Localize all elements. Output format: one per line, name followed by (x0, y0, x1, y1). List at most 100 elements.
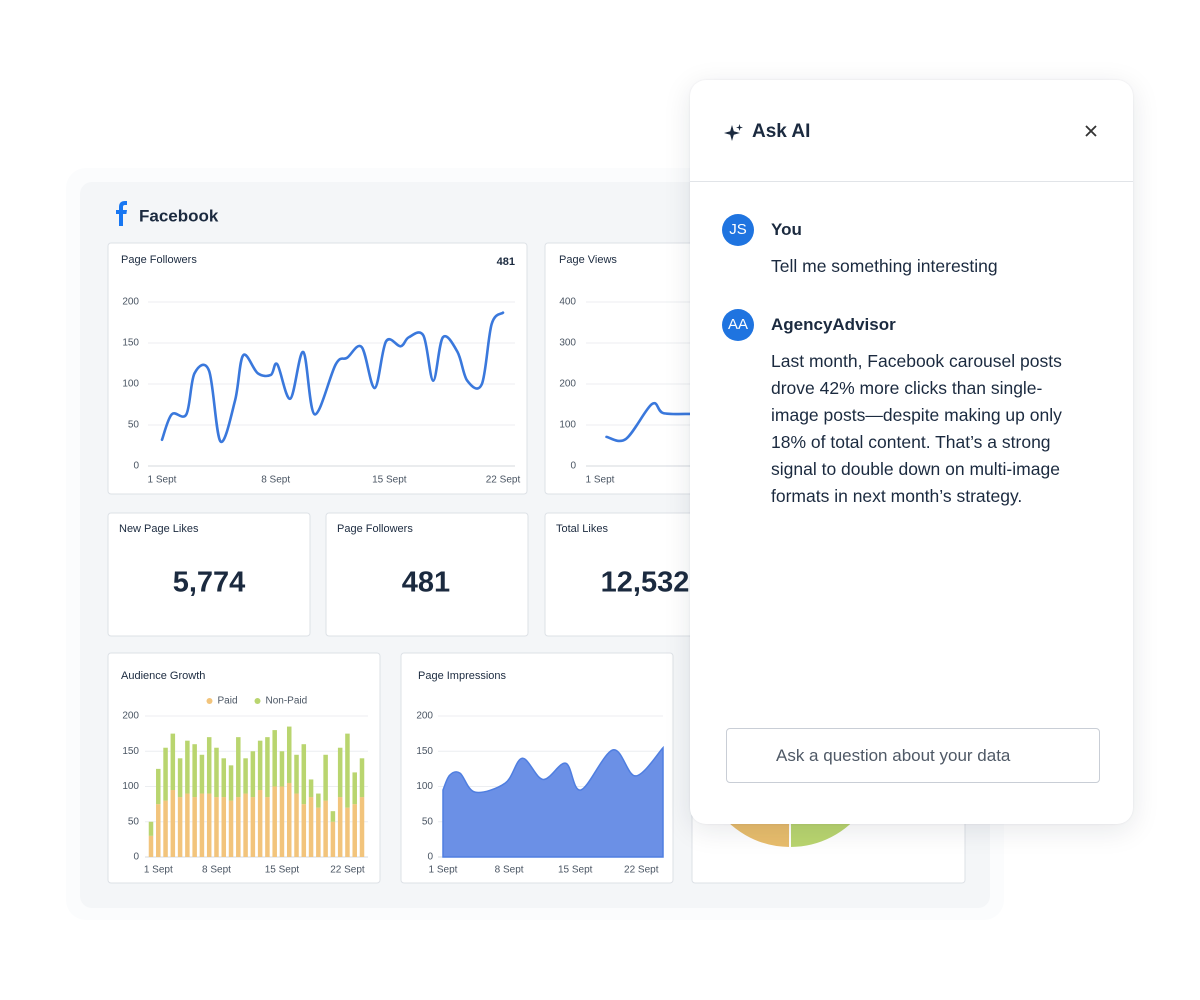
bar-segment (301, 804, 307, 857)
x-tick-label: 8 Sept (495, 865, 524, 876)
y-tick-label: 300 (559, 338, 576, 349)
y-tick-label: 0 (570, 461, 576, 472)
bar-segment (221, 797, 227, 857)
input-placeholder: Ask a question about your data (776, 746, 1011, 765)
bar-segment (170, 790, 176, 857)
y-tick-label: 150 (122, 338, 139, 349)
y-tick-label: 200 (122, 297, 139, 308)
bar-segment (250, 797, 256, 857)
x-tick-label: 15 Sept (558, 865, 593, 876)
bar-segment (185, 793, 190, 857)
bar-segment (214, 797, 219, 857)
bar-segment (337, 797, 343, 857)
chart-title: Audience Growth (121, 670, 205, 682)
bar-segment (265, 797, 270, 857)
x-tick-label: 1 Sept (148, 475, 177, 486)
bar-segment (337, 747, 343, 798)
bar-segment (214, 747, 219, 798)
bar-segment (199, 793, 205, 857)
y-tick-label: 200 (416, 711, 433, 722)
x-tick-label: 1 Sept (429, 865, 458, 876)
bar-segment (148, 821, 154, 836)
bar-segment (301, 744, 307, 805)
bar-segment (265, 737, 270, 798)
bar-segment (243, 793, 248, 857)
x-tick-label: 15 Sept (265, 865, 300, 876)
bar-segment (308, 797, 314, 857)
kpi-label: Page Followers (337, 523, 413, 535)
y-tick-label: 0 (133, 852, 139, 863)
chart-title: Page Followers (121, 254, 197, 266)
bar-segment (330, 811, 336, 822)
y-tick-label: 200 (122, 711, 139, 722)
bar-segment (163, 800, 168, 857)
bar-segment (345, 733, 350, 808)
bar-segment (236, 797, 241, 857)
ask-ai-panel: Ask AI JS You Tell me something interest… (690, 80, 1133, 824)
panel-title: Ask AI (752, 121, 811, 142)
x-tick-label: 8 Sept (202, 865, 231, 876)
bar-segment (272, 730, 277, 787)
chart-title: Page Impressions (418, 670, 507, 682)
bar-segment (294, 754, 299, 794)
bar-segment (286, 726, 292, 783)
bar-segment (359, 797, 365, 857)
bar-segment (279, 751, 285, 787)
bar-segment (185, 740, 190, 794)
line (605, 401, 693, 443)
divider (690, 181, 1133, 182)
bar-segment (236, 737, 241, 798)
y-tick-label: 0 (133, 461, 139, 472)
avatar: AA (722, 309, 754, 341)
y-tick-label: 150 (122, 746, 139, 757)
y-tick-label: 100 (122, 379, 139, 390)
legend-label: Non-Paid (266, 696, 308, 707)
bar-segment (352, 804, 357, 857)
x-tick-label: 8 Sept (261, 475, 290, 486)
bar-segment (257, 740, 263, 791)
bar-segment (294, 793, 299, 857)
x-tick-label: 15 Sept (372, 475, 407, 486)
y-tick-label: 100 (559, 420, 576, 431)
y-tick-label: 100 (122, 781, 139, 792)
y-tick-label: 50 (128, 420, 140, 431)
line (160, 311, 505, 443)
legend-swatch (206, 698, 213, 704)
bar-segment (192, 797, 197, 857)
y-tick-label: 0 (427, 852, 433, 863)
kpi-value: 12,532 (601, 567, 690, 599)
dashboard-title: Facebook (139, 206, 219, 225)
bar-segment (359, 758, 365, 798)
bar-segment (148, 835, 154, 857)
bar-segment (170, 733, 176, 791)
bar-segment (163, 747, 168, 801)
bar-segment (156, 804, 161, 857)
message-author: AgencyAdvisor (771, 315, 896, 334)
bar-segment (352, 772, 357, 805)
bar-segment (206, 793, 212, 857)
question-input[interactable]: Ask a question about your data (726, 728, 1100, 783)
chart-title: Page Views (559, 254, 617, 266)
kpi-value: 481 (402, 567, 450, 599)
card (107, 512, 311, 637)
legend-swatch (254, 698, 261, 704)
bar-segment (177, 758, 183, 798)
bar-segment (316, 793, 321, 808)
bar-segment (228, 765, 234, 801)
legend-label: Paid (218, 696, 238, 707)
bar-segment (323, 800, 328, 857)
card (107, 242, 528, 495)
bar-segment (177, 797, 183, 857)
card (325, 512, 529, 637)
bar-segment (199, 754, 205, 794)
sparkle-icon (724, 124, 743, 141)
y-tick-label: 50 (422, 816, 434, 827)
facebook-icon (116, 201, 127, 226)
bar-segment (279, 786, 285, 857)
kpi-label: New Page Likes (119, 523, 199, 535)
close-button[interactable] (1085, 125, 1097, 137)
y-tick-label: 100 (416, 781, 433, 792)
bar-segment (272, 786, 277, 857)
bar-segment (243, 758, 248, 794)
